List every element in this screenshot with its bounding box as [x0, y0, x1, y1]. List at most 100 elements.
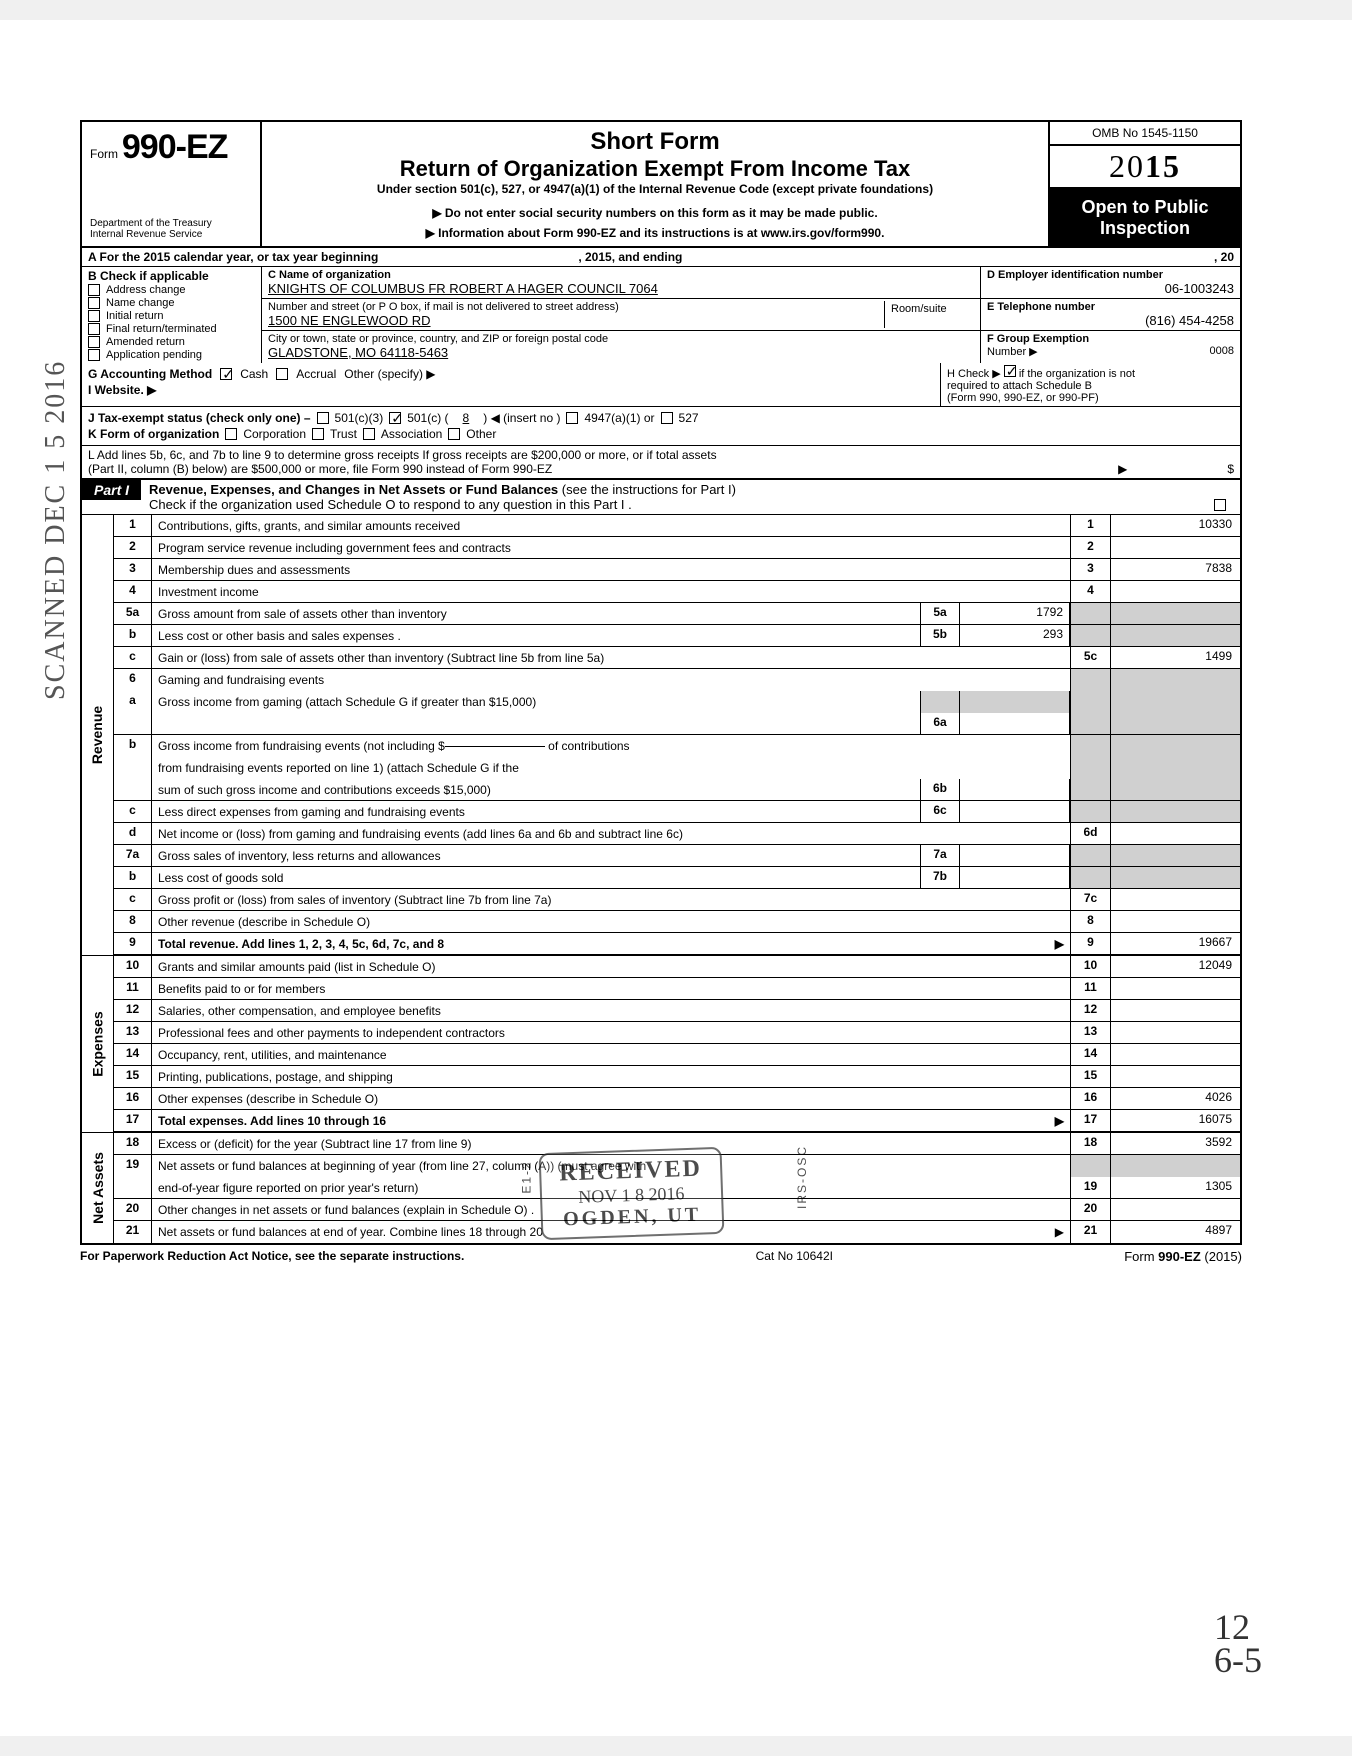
- checkbox-address-change[interactable]: [88, 284, 100, 296]
- checkbox-501c3[interactable]: [317, 412, 329, 424]
- checkbox-h[interactable]: [1004, 365, 1016, 377]
- line-1-desc: Contributions, gifts, grants, and simila…: [152, 515, 1070, 536]
- line-7c-desc: Gross profit or (loss) from sales of inv…: [152, 889, 1070, 910]
- line-10-val: 12049: [1110, 956, 1240, 977]
- l-dollar: $: [1227, 462, 1234, 476]
- return-title: Return of Organization Exempt From Incom…: [272, 156, 1038, 182]
- checkbox-trust[interactable]: [312, 428, 324, 440]
- line-18-val: 3592: [1110, 1133, 1240, 1154]
- c-name-label: C Name of organization: [268, 269, 974, 281]
- h-line1b: if the organization is not: [1019, 368, 1135, 380]
- expenses-label: Expenses: [82, 956, 114, 1132]
- line-6b-post: of contributions: [548, 739, 629, 753]
- form-header: Form 990-EZ Department of the Treasury I…: [80, 120, 1242, 248]
- line-13-desc: Professional fees and other payments to …: [152, 1022, 1070, 1043]
- line-a-mid: , 2015, and ending: [578, 250, 682, 264]
- line-16-desc: Other expenses (describe in Schedule O): [152, 1088, 1070, 1109]
- checkbox-sched-o[interactable]: [1214, 499, 1226, 511]
- checkbox-4947[interactable]: [566, 412, 578, 424]
- g-label: G Accounting Method: [88, 367, 212, 381]
- d-ein-label: D Employer identification number: [987, 269, 1234, 281]
- line-17-desc: Total expenses. Add lines 10 through 16: [158, 1114, 386, 1128]
- section-ghi: G Accounting Method Cash Accrual Other (…: [80, 363, 1242, 407]
- line-8-desc: Other revenue (describe in Schedule O): [152, 911, 1070, 932]
- tel-value: (816) 454-4258: [987, 313, 1234, 328]
- c-street-label: Number and street (or P O box, if mail i…: [268, 301, 884, 313]
- c-city-label: City or town, state or province, country…: [268, 333, 974, 345]
- line-7b-desc: Less cost of goods sold: [152, 867, 920, 888]
- col-b: B Check if applicable Address change Nam…: [82, 267, 262, 363]
- checkbox-527[interactable]: [661, 412, 673, 424]
- checkbox-accrual[interactable]: [276, 368, 288, 380]
- line-11-desc: Benefits paid to or for members: [152, 978, 1070, 999]
- checkbox-assoc[interactable]: [363, 428, 375, 440]
- ghi-right: H Check ▶ if the organization is not req…: [940, 363, 1240, 406]
- b-opt-0: Address change: [106, 284, 186, 296]
- checkbox-cash[interactable]: [220, 368, 232, 380]
- l-arrow: ▶: [1118, 462, 1127, 476]
- line-10-desc: Grants and similar amounts paid (list in…: [152, 956, 1070, 977]
- line-4-desc: Investment income: [152, 581, 1070, 602]
- form-page: SCANNED DEC 1 5 2016 Form 990-EZ Departm…: [0, 20, 1352, 1736]
- line-15-desc: Printing, publications, postage, and shi…: [152, 1066, 1070, 1087]
- org-city: GLADSTONE, MO 64118-5463: [268, 345, 974, 360]
- part1-tag: Part I: [82, 480, 141, 500]
- received-stamp: RECEIVED NOV 1 8 2016 OGDEN, UT: [539, 1147, 725, 1240]
- k-opt-3: Other: [466, 427, 496, 441]
- year-prefix: 20: [1109, 148, 1145, 184]
- under-section: Under section 501(c), 527, or 4947(a)(1)…: [272, 182, 1038, 196]
- e-tel-label: E Telephone number: [987, 301, 1234, 313]
- handwritten-note: 12 6-5: [1214, 1611, 1262, 1676]
- k-opt-1: Trust: [330, 427, 357, 441]
- line-5c-desc: Gain or (loss) from sale of assets other…: [152, 647, 1070, 668]
- j-527: 527: [679, 411, 699, 425]
- checkbox-amended[interactable]: [88, 336, 100, 348]
- checkbox-501c[interactable]: [389, 412, 401, 424]
- org-street: 1500 NE ENGLEWOOD RD: [268, 313, 884, 328]
- line-7a-desc: Gross sales of inventory, less returns a…: [152, 845, 920, 866]
- b-header: B Check if applicable: [88, 269, 255, 283]
- part1-header: Part I Revenue, Expenses, and Changes in…: [80, 480, 1242, 515]
- g-accrual: Accrual: [296, 367, 336, 381]
- group-value: 0008: [1210, 345, 1234, 358]
- line-5a-mid: 1792: [960, 603, 1070, 624]
- line-6c-desc: Less direct expenses from gaming and fun…: [152, 801, 920, 822]
- netassets-label: Net Assets: [82, 1133, 114, 1243]
- h-line2: required to attach Schedule B: [947, 380, 1234, 392]
- line-9-val: 19667: [1110, 933, 1240, 954]
- checkbox-other-org[interactable]: [448, 428, 460, 440]
- l-line2: (Part II, column (B) below) are $500,000…: [88, 462, 552, 476]
- col-c: C Name of organization KNIGHTS OF COLUMB…: [262, 267, 980, 363]
- short-form-title: Short Form: [272, 128, 1038, 156]
- line-6b-2: from fundraising events reported on line…: [152, 757, 1070, 779]
- expenses-block: Expenses 10Grants and similar amounts pa…: [82, 955, 1240, 1132]
- line-2-desc: Program service revenue including govern…: [152, 537, 1070, 558]
- j-4947: 4947(a)(1) or: [584, 411, 654, 425]
- checkbox-initial-return[interactable]: [88, 310, 100, 322]
- g-cash: Cash: [240, 367, 268, 381]
- b-opt-2: Initial return: [106, 310, 163, 322]
- k-label: K Form of organization: [88, 427, 219, 441]
- checkbox-final-return[interactable]: [88, 323, 100, 335]
- hand-line1: 12: [1214, 1611, 1262, 1643]
- checkbox-name-change[interactable]: [88, 297, 100, 309]
- line-21-val: 4897: [1110, 1221, 1240, 1243]
- ein-value: 06-1003243: [987, 281, 1234, 296]
- line-6b-pre: Gross income from fundraising events (no…: [158, 739, 445, 753]
- header-left: Form 990-EZ Department of the Treasury I…: [82, 122, 262, 246]
- hand-line2: 6-5: [1214, 1644, 1262, 1676]
- dept-block: Department of the Treasury Internal Reve…: [90, 218, 252, 240]
- part1-hdr: Revenue, Expenses, and Changes in Net As…: [149, 482, 558, 497]
- scanned-stamp: SCANNED DEC 1 5 2016: [40, 360, 72, 700]
- k-opt-2: Association: [381, 427, 442, 441]
- b-opt-1: Name change: [106, 297, 175, 309]
- footer-left: For Paperwork Reduction Act Notice, see …: [80, 1249, 464, 1264]
- form-prefix: Form: [90, 147, 118, 161]
- checkbox-app-pending[interactable]: [88, 349, 100, 361]
- line-6a-desc: Gross income from gaming (attach Schedul…: [152, 691, 920, 713]
- ssn-notice: ▶ Do not enter social security numbers o…: [272, 206, 1038, 220]
- line-14-desc: Occupancy, rent, utilities, and maintena…: [152, 1044, 1070, 1065]
- i-website-label: I Website. ▶: [88, 383, 156, 397]
- checkbox-corp[interactable]: [225, 428, 237, 440]
- dept-line2: Internal Revenue Service: [90, 229, 252, 240]
